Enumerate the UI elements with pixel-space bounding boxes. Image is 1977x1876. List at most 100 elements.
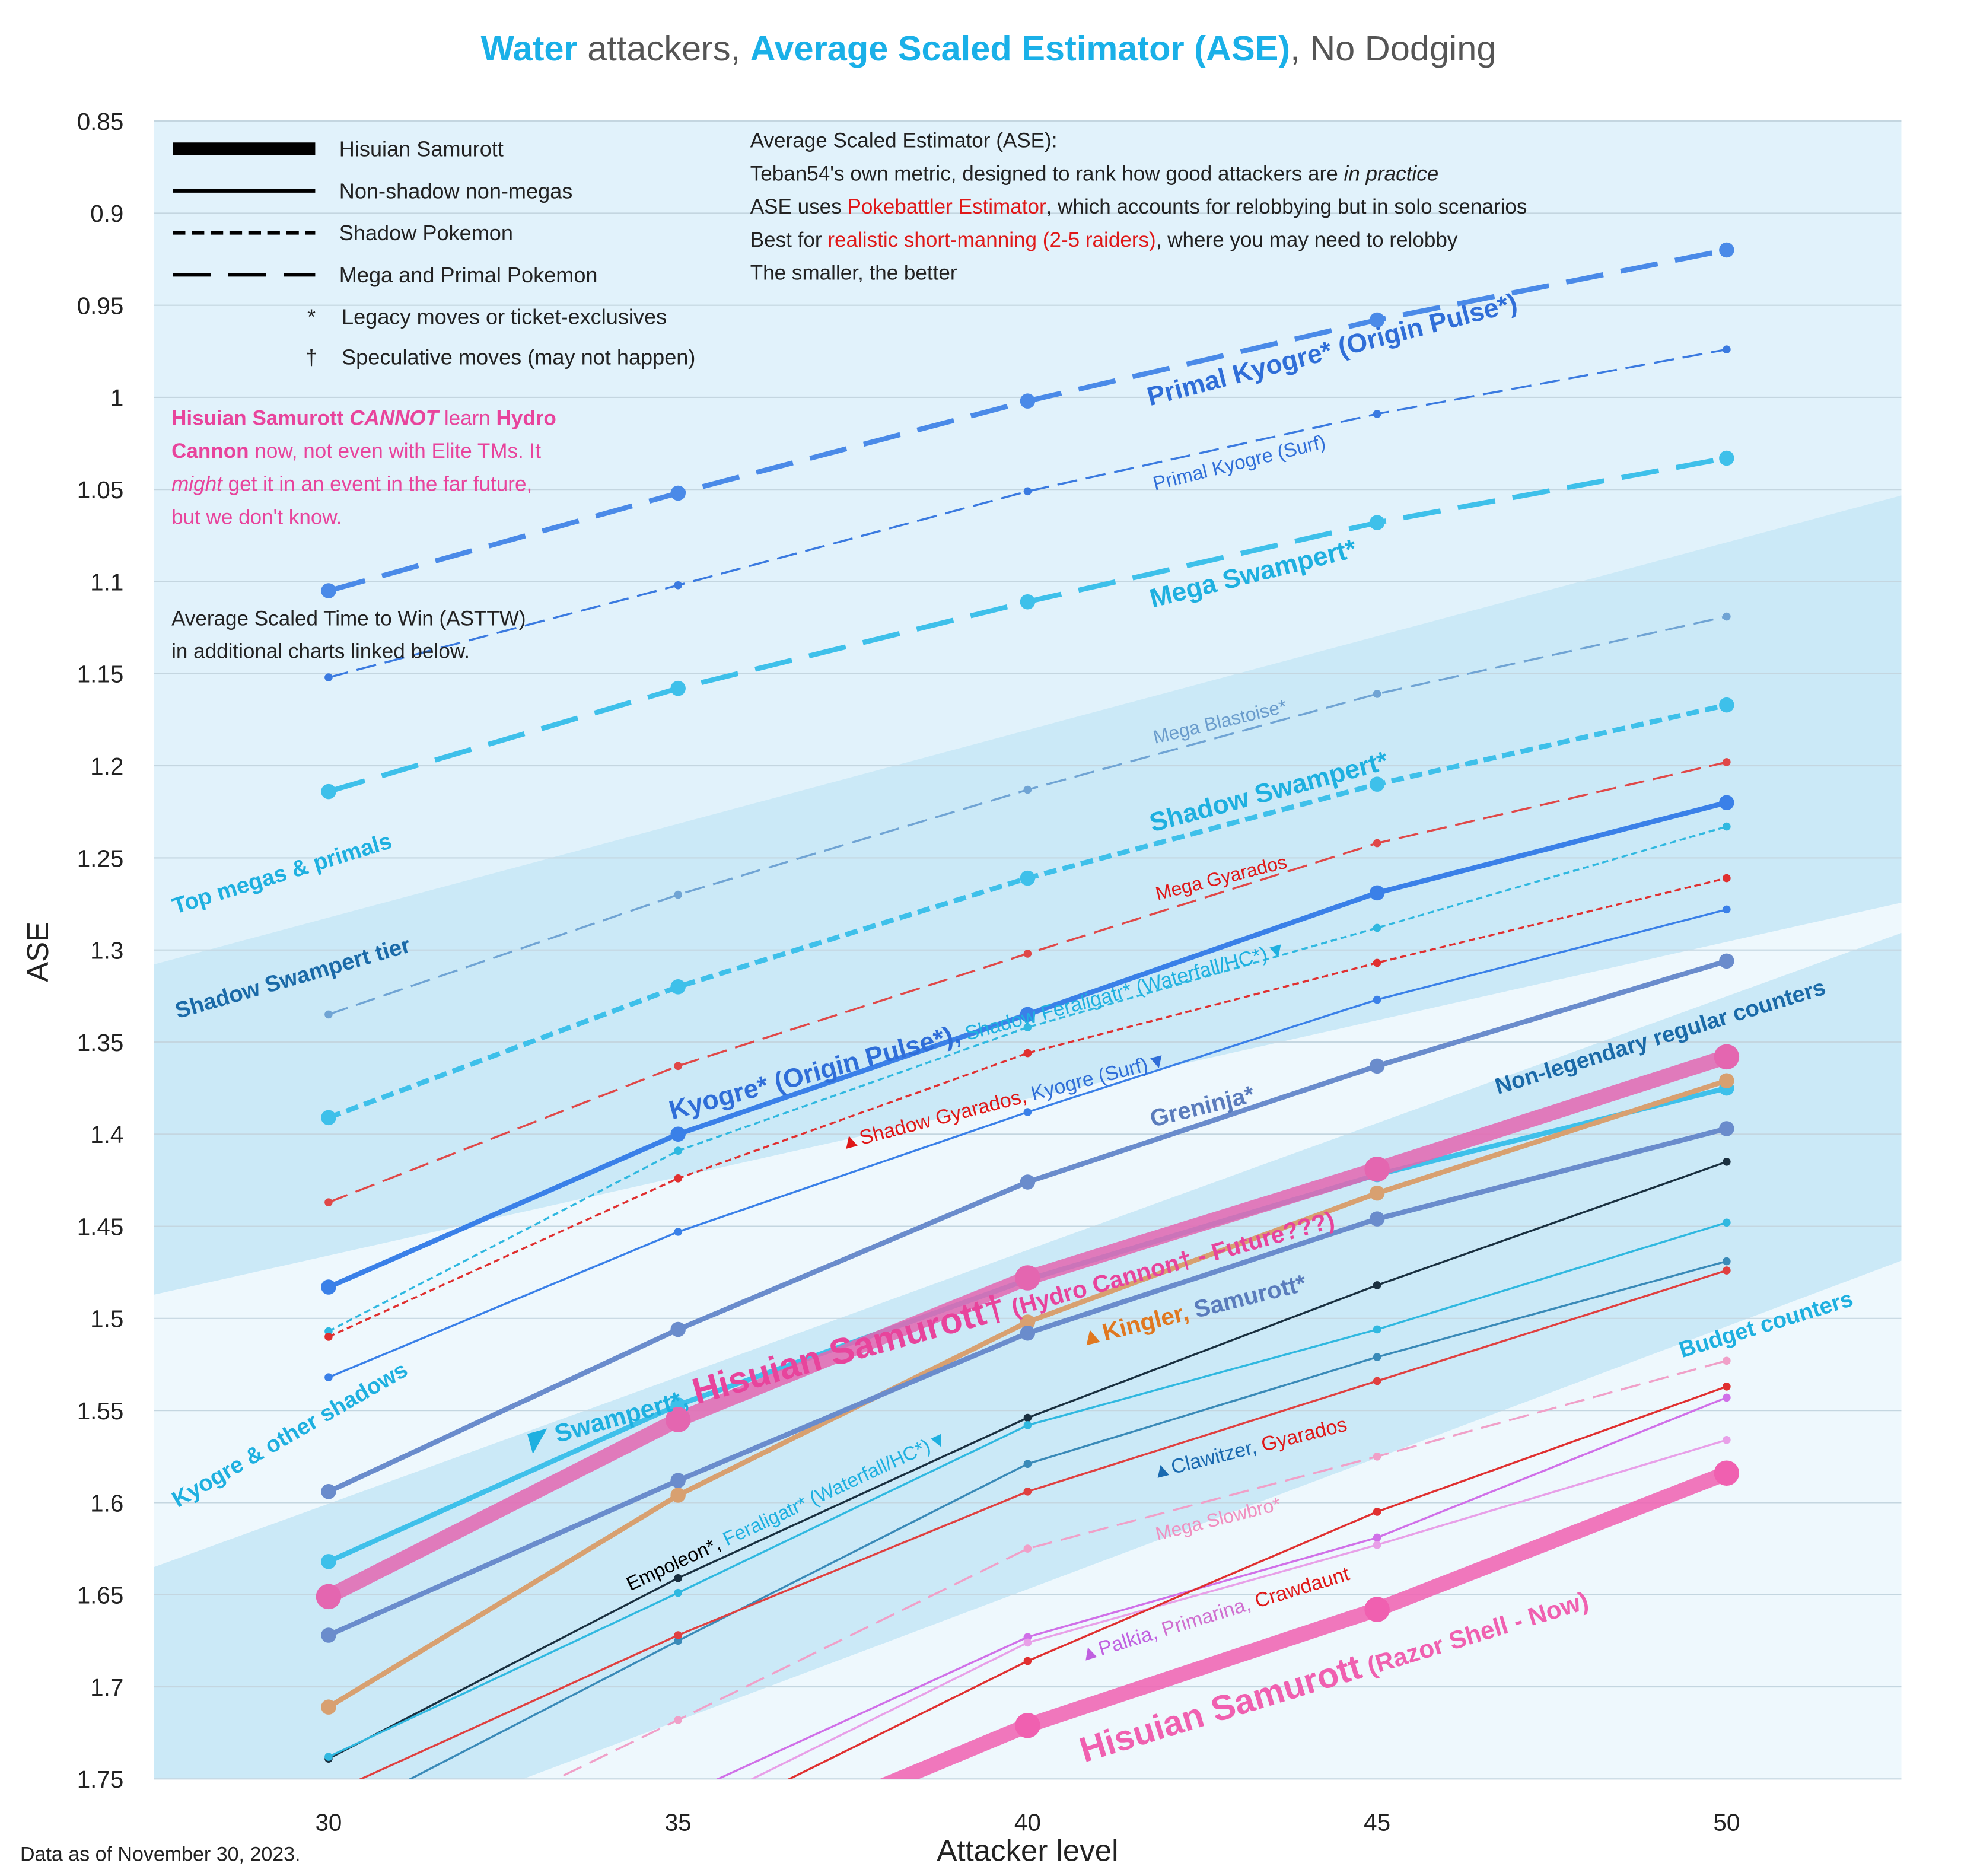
info-text-part: realistic short-manning (2-5 raiders): [827, 228, 1155, 251]
data-point: [670, 1473, 686, 1488]
data-point: [1023, 1633, 1032, 1641]
data-point: [1714, 1460, 1740, 1486]
info-text-part: The smaller, the better: [750, 261, 957, 284]
data-point: [674, 1146, 682, 1155]
y-tick-label: 1.35: [77, 1029, 124, 1056]
chart-title-part: Average Scaled Estimator (ASE): [750, 28, 1290, 68]
data-point: [321, 1484, 336, 1499]
x-tick-label: 40: [1014, 1808, 1041, 1836]
info-text: Teban54's own metric, designed to rank h…: [750, 162, 1439, 185]
data-point: [674, 1062, 682, 1071]
legend-label: Shadow Pokemon: [339, 221, 513, 245]
series-line: [328, 348, 1727, 679]
data-point: [670, 1321, 686, 1337]
data-point: [1723, 758, 1731, 766]
data-point: [324, 1333, 333, 1341]
data-point: [670, 1488, 686, 1503]
legend-symbol: *: [307, 304, 316, 329]
data-point: [1373, 690, 1381, 698]
data-point: [1723, 612, 1731, 621]
samurott-note-part: now, not even with Elite TMs. It: [249, 439, 542, 463]
data-point: [670, 1126, 686, 1142]
data-point: [674, 1174, 682, 1183]
data-point: [1373, 1541, 1381, 1549]
samurott-note-part: Hydro: [496, 406, 556, 429]
chart-title-part: , No Dodging: [1290, 28, 1496, 68]
data-point: [1723, 1356, 1731, 1365]
data-point: [1719, 795, 1734, 810]
data-point: [1015, 1265, 1040, 1291]
info-text-part: Pokebattler Estimator: [847, 195, 1046, 218]
data-point: [1023, 1023, 1032, 1031]
x-tick-label: 35: [665, 1808, 692, 1836]
data-point: [1723, 345, 1731, 354]
data-point: [1023, 1544, 1032, 1553]
data-point: [1369, 312, 1385, 328]
y-tick-label: 1.55: [77, 1397, 124, 1425]
data-point: [321, 1110, 336, 1126]
samurott-note-part: Hisuian Samurott: [171, 406, 349, 429]
data-point: [1023, 1638, 1032, 1647]
samurott-note-part: but we don't know.: [171, 505, 342, 528]
y-tick-label: 1: [110, 384, 123, 412]
data-point: [674, 1631, 682, 1639]
data-point: [1714, 1044, 1740, 1070]
data-point: [1373, 1452, 1381, 1461]
samurott-note: Hisuian Samurott CANNOT learn Hydro: [171, 406, 556, 429]
samurott-note: might get it in an event in the far futu…: [171, 473, 532, 496]
footnote: Data as of November 30, 2023.: [20, 1843, 301, 1865]
samurott-note-part: learn: [438, 406, 496, 429]
data-point: [1719, 242, 1734, 258]
y-tick-label: 1.3: [90, 937, 123, 964]
y-tick-label: 1.2: [90, 753, 123, 780]
y-tick-label: 1.4: [90, 1121, 123, 1148]
data-point: [674, 1228, 682, 1236]
data-point: [1369, 1058, 1385, 1074]
samurott-note: but we don't know.: [171, 505, 342, 528]
data-point: [674, 1636, 682, 1645]
data-point: [1023, 487, 1032, 496]
data-point: [1719, 953, 1734, 969]
data-point: [670, 979, 686, 995]
x-tick-label: 45: [1364, 1808, 1390, 1836]
data-point: [1373, 923, 1381, 932]
data-point: [1369, 776, 1385, 792]
y-tick-label: 0.95: [77, 292, 124, 320]
info-text: The smaller, the better: [750, 261, 957, 284]
data-point: [1373, 1353, 1381, 1361]
data-point: [1373, 1281, 1381, 1289]
y-axis-title: ASE: [21, 922, 55, 982]
info-text: ASE uses Pokebattler Estimator, which ac…: [750, 195, 1527, 218]
data-point: [1020, 870, 1036, 886]
data-point: [1373, 995, 1381, 1004]
legend-symbol: †: [305, 345, 317, 369]
info-text-part: Best for: [750, 228, 828, 251]
y-tick-label: 1.15: [77, 661, 124, 688]
x-axis-title: Attacker level: [937, 1833, 1118, 1867]
data-point: [1023, 1487, 1032, 1496]
data-point: [1373, 1508, 1381, 1516]
data-point: [1719, 1121, 1734, 1136]
y-tick-label: 0.85: [77, 108, 124, 135]
legend-label: Legacy moves or ticket-exclusives: [342, 304, 667, 329]
data-point: [321, 583, 336, 598]
data-point: [1369, 885, 1385, 901]
chart-title-part: attackers,: [578, 28, 750, 68]
data-point: [1023, 785, 1032, 794]
asttw-note: in additional charts linked below.: [171, 640, 470, 663]
data-point: [324, 1753, 333, 1761]
data-point: [666, 1858, 691, 1876]
data-point: [321, 783, 336, 800]
samurott-note-part: might: [171, 473, 223, 496]
data-point: [321, 1554, 336, 1569]
data-point: [1723, 905, 1731, 914]
data-point: [324, 673, 333, 681]
data-point: [316, 1584, 342, 1610]
data-point: [674, 890, 682, 899]
info-text-part: Average Scaled Estimator (ASE):: [750, 129, 1058, 152]
info-text: Average Scaled Estimator (ASE):: [750, 129, 1058, 152]
data-point: [1723, 1158, 1731, 1166]
data-point: [1020, 1007, 1036, 1023]
data-point: [670, 485, 686, 501]
